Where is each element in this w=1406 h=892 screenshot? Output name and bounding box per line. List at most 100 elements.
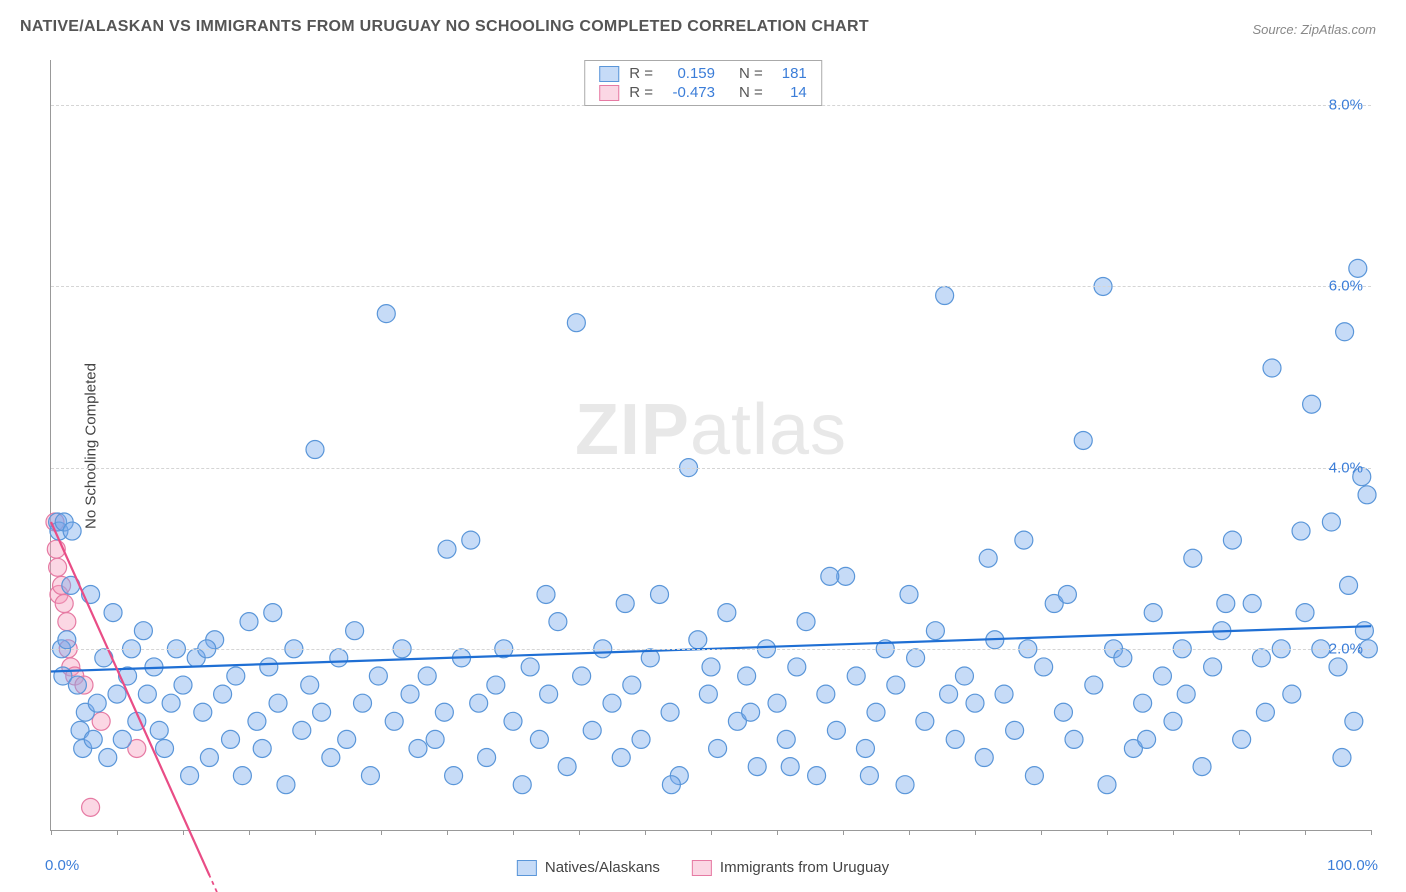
- data-point: [1134, 694, 1152, 712]
- xtick-mark: [51, 830, 52, 835]
- data-point: [1243, 595, 1261, 613]
- data-point: [504, 712, 522, 730]
- data-point: [88, 694, 106, 712]
- data-point: [487, 676, 505, 694]
- data-point: [418, 667, 436, 685]
- data-point: [699, 685, 717, 703]
- data-point: [301, 676, 319, 694]
- xtick-mark: [777, 830, 778, 835]
- data-point: [788, 658, 806, 676]
- swatch-a-bottom: [517, 860, 537, 876]
- data-point: [1303, 395, 1321, 413]
- data-point: [661, 703, 679, 721]
- data-point: [709, 739, 727, 757]
- data-point: [426, 730, 444, 748]
- data-point: [82, 798, 100, 816]
- xtick-mark: [315, 830, 316, 835]
- ytick-label: 6.0%: [1329, 278, 1363, 295]
- data-point: [1177, 685, 1195, 703]
- xtick-mark: [381, 830, 382, 835]
- data-point: [113, 730, 131, 748]
- data-point: [612, 749, 630, 767]
- stats-row-b: R = -0.473 N = 14: [599, 84, 807, 101]
- data-point: [1345, 712, 1363, 730]
- data-point: [462, 531, 480, 549]
- data-point: [530, 730, 548, 748]
- swatch-b-bottom: [692, 860, 712, 876]
- data-point: [768, 694, 786, 712]
- data-point: [269, 694, 287, 712]
- data-point: [1322, 513, 1340, 531]
- data-point: [84, 730, 102, 748]
- data-point: [979, 549, 997, 567]
- data-point: [623, 676, 641, 694]
- data-point: [240, 613, 258, 631]
- data-point: [1025, 767, 1043, 785]
- data-point: [808, 767, 826, 785]
- data-point: [104, 604, 122, 622]
- chart-container: NATIVE/ALASKAN VS IMMIGRANTS FROM URUGUA…: [0, 0, 1406, 892]
- swatch-a: [599, 66, 619, 82]
- data-point: [513, 776, 531, 794]
- data-point: [583, 721, 601, 739]
- xtick-mark: [909, 830, 910, 835]
- data-point: [867, 703, 885, 721]
- data-point: [222, 730, 240, 748]
- data-point: [573, 667, 591, 685]
- data-point: [346, 622, 364, 640]
- data-point: [322, 749, 340, 767]
- data-point: [401, 685, 419, 703]
- data-point: [1329, 658, 1347, 676]
- ytick-label: 2.0%: [1329, 640, 1363, 657]
- data-point: [856, 739, 874, 757]
- data-point: [1054, 703, 1072, 721]
- n-label: N =: [739, 84, 763, 101]
- r-label: R =: [629, 84, 653, 101]
- data-point: [1355, 622, 1373, 640]
- data-point: [58, 613, 76, 631]
- data-point: [1233, 730, 1251, 748]
- data-point: [138, 685, 156, 703]
- data-point: [940, 685, 958, 703]
- data-point: [821, 567, 839, 585]
- data-point: [817, 685, 835, 703]
- data-point: [68, 676, 86, 694]
- data-point: [748, 758, 766, 776]
- data-point: [936, 287, 954, 305]
- data-point: [150, 721, 168, 739]
- data-point: [181, 767, 199, 785]
- data-point: [156, 739, 174, 757]
- n-value-b: 14: [773, 84, 807, 101]
- ytick-label: 4.0%: [1329, 459, 1363, 476]
- stats-row-a: R = 0.159 N = 181: [599, 65, 807, 82]
- data-point: [162, 694, 180, 712]
- data-point: [1144, 604, 1162, 622]
- data-point: [1349, 259, 1367, 277]
- data-point: [907, 649, 925, 667]
- data-point: [1358, 486, 1376, 504]
- data-point: [49, 558, 67, 576]
- data-point: [293, 721, 311, 739]
- data-point: [200, 749, 218, 767]
- xtick-mark: [183, 830, 184, 835]
- plot-area: ZIPatlas 2.0%4.0%6.0%8.0%: [50, 60, 1371, 831]
- xtick-start: 0.0%: [45, 857, 79, 874]
- data-point: [99, 749, 117, 767]
- data-point: [1204, 658, 1222, 676]
- legend-item-b: Immigrants from Uruguay: [692, 859, 889, 876]
- data-point: [1098, 776, 1116, 794]
- data-point: [1296, 604, 1314, 622]
- data-point: [1035, 658, 1053, 676]
- gridline: [51, 286, 1371, 287]
- data-point: [260, 658, 278, 676]
- data-point: [264, 604, 282, 622]
- data-point: [354, 694, 372, 712]
- data-point: [438, 540, 456, 558]
- data-point: [1085, 676, 1103, 694]
- data-point: [558, 758, 576, 776]
- xtick-mark: [117, 830, 118, 835]
- data-point: [385, 712, 403, 730]
- legend-item-a: Natives/Alaskans: [517, 859, 660, 876]
- n-label: N =: [739, 65, 763, 82]
- xtick-mark: [513, 830, 514, 835]
